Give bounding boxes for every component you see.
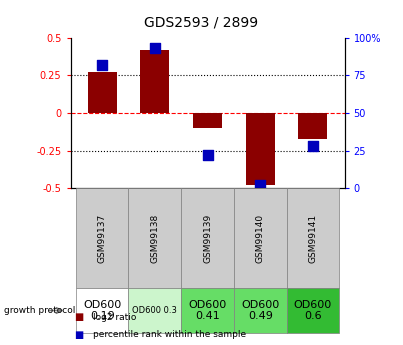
Bar — [234, 188, 287, 288]
Bar — [129, 288, 181, 333]
Bar — [140, 50, 169, 113]
Text: OD600 0.3: OD600 0.3 — [133, 306, 177, 315]
Bar — [76, 288, 129, 333]
Point — [310, 143, 316, 149]
Text: OD600
0.19: OD600 0.19 — [83, 300, 121, 321]
Point — [99, 62, 105, 68]
Bar — [181, 188, 234, 288]
Text: GDS2593 / 2899: GDS2593 / 2899 — [144, 16, 259, 30]
Text: OD600
0.41: OD600 0.41 — [189, 300, 226, 321]
Text: growth protocol: growth protocol — [4, 306, 75, 315]
Bar — [287, 288, 339, 333]
Text: GSM99139: GSM99139 — [203, 214, 212, 263]
Bar — [87, 72, 116, 113]
Point — [152, 46, 158, 51]
Text: log2 ratio: log2 ratio — [93, 313, 136, 322]
Text: OD600
0.49: OD600 0.49 — [241, 300, 279, 321]
Bar — [234, 288, 287, 333]
Text: GSM99141: GSM99141 — [308, 214, 318, 263]
Bar — [246, 113, 275, 185]
Bar — [181, 288, 234, 333]
Point — [257, 182, 264, 188]
Bar — [129, 188, 181, 288]
Text: ■: ■ — [75, 330, 84, 339]
Bar — [193, 113, 222, 128]
Text: GSM99138: GSM99138 — [150, 214, 159, 263]
Text: OD600
0.6: OD600 0.6 — [294, 300, 332, 321]
Text: GSM99140: GSM99140 — [256, 214, 265, 263]
Bar — [287, 188, 339, 288]
Text: ■: ■ — [75, 313, 84, 322]
Bar — [299, 113, 328, 138]
Bar — [76, 188, 129, 288]
Text: GSM99137: GSM99137 — [98, 214, 107, 263]
Point — [204, 152, 211, 158]
Text: percentile rank within the sample: percentile rank within the sample — [93, 330, 246, 339]
